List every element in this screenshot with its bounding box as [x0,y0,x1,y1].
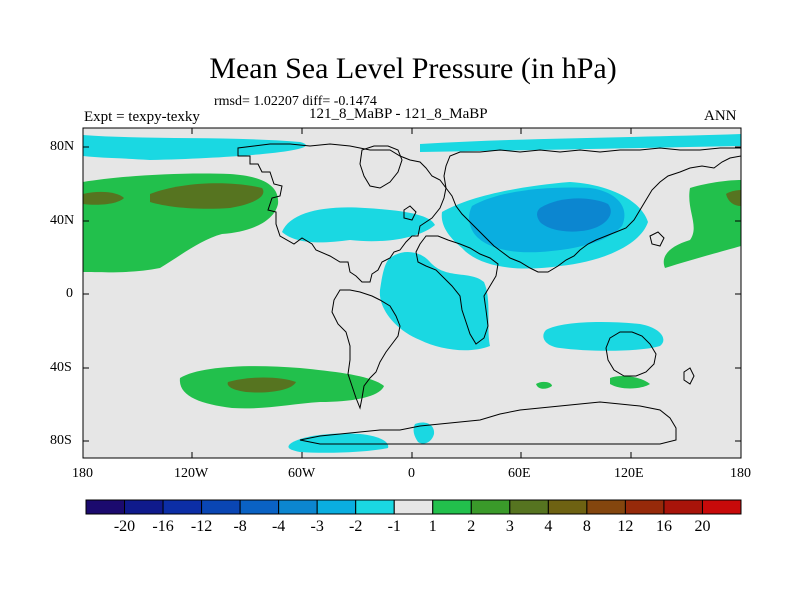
map-title: Mean Sea Level Pressure (in hPa) [209,52,617,85]
legend-label: -2 [349,518,363,535]
continent-outlines [237,143,741,445]
legend-label: 4 [544,518,553,535]
legend-label: 3 [505,518,514,535]
coast-british-isles [403,205,417,221]
legend-label: 8 [582,518,591,535]
legend-label: -3 [310,518,324,535]
indian-ocean-low [543,322,664,351]
color-bar-box [663,499,703,515]
legend-label: -1 [387,518,401,535]
color-bar-box [162,499,203,515]
contour-field [83,128,741,458]
coast-south-america [331,289,401,410]
south-indian-high-east [610,376,650,389]
color-bar-box [278,499,318,515]
color-bar-box [355,499,395,515]
legend-label: -8 [233,518,247,535]
color-bar-box [393,499,434,515]
coast-africa [415,235,499,345]
stats-label: rmsd= 1.02207 diff= -0.1474 [214,94,377,109]
coast-antarctica [299,401,677,445]
lat-tick-40n: 40N [50,213,75,228]
southern-patch [413,422,435,444]
south-indian-high [536,381,552,389]
north-pacific-high-core-b [150,183,264,209]
legend-label: -20 [113,518,136,535]
coast-new-zealand [683,367,695,385]
deep-low-regions [537,198,611,232]
color-bar-box [547,499,588,515]
lat-tick-80s: 80S [50,433,72,448]
coast-north-america [237,143,447,283]
lat-tick-0: 0 [66,286,73,301]
north-atlantic-east-high [663,180,741,268]
arctic-band [83,135,306,160]
color-bar-box [624,499,665,515]
lat-tick-40s: 40S [50,360,72,375]
coast-japan [649,231,665,247]
coast-greenland [359,145,403,189]
legend-label: 2 [467,518,476,535]
color-bar-box [201,499,241,515]
legend-label: -4 [271,518,286,535]
strong-high-regions [83,183,741,393]
axis-ticks [83,128,741,458]
period-label: ANN [704,108,737,124]
lon-tick-60e: 60E [508,466,531,481]
comparison-label: 121_8_MaBP - 121_8_MaBP [309,106,488,122]
southern-band-west [288,433,389,453]
legend-label: 12 [617,518,634,535]
coast-australia [605,331,657,377]
color-bar-box [85,499,126,515]
asia-low-core [537,198,611,232]
south-pacific-high-core [227,377,296,393]
lon-tick-180w: 180 [72,466,93,481]
color-bar-box [239,499,280,515]
north-atlantic-low [282,207,435,243]
legend-label: 16 [655,518,672,535]
north-atlantic-east-high-core [726,190,741,206]
legend-label: 20 [694,518,711,535]
color-bar-box [432,499,472,515]
color-bar-box [124,499,164,515]
color-bar-box [316,499,357,515]
legend-label: 1 [428,518,437,535]
legend-label: -12 [190,518,213,535]
color-bar [85,499,742,515]
color-bar-box [701,499,742,515]
arctic-band-east [420,134,741,152]
lon-tick-120e: 120E [614,466,644,481]
color-bar-box [509,499,549,515]
tropical-atlantic-low [379,251,490,351]
lat-tick-80n: 80N [50,139,75,154]
north-pacific-high-core-a [83,191,124,205]
lon-tick-120w: 120W [174,466,209,481]
color-bar-box [586,499,626,515]
lon-tick-60w: 60W [288,466,316,481]
lon-tick-180e: 180 [730,466,751,481]
experiment-label: Expt = texpy-texky [84,109,200,125]
legend-label: -16 [152,518,174,535]
color-bar-box [470,499,511,515]
lon-tick-0: 0 [408,466,415,481]
coast-eurasia [443,147,741,273]
